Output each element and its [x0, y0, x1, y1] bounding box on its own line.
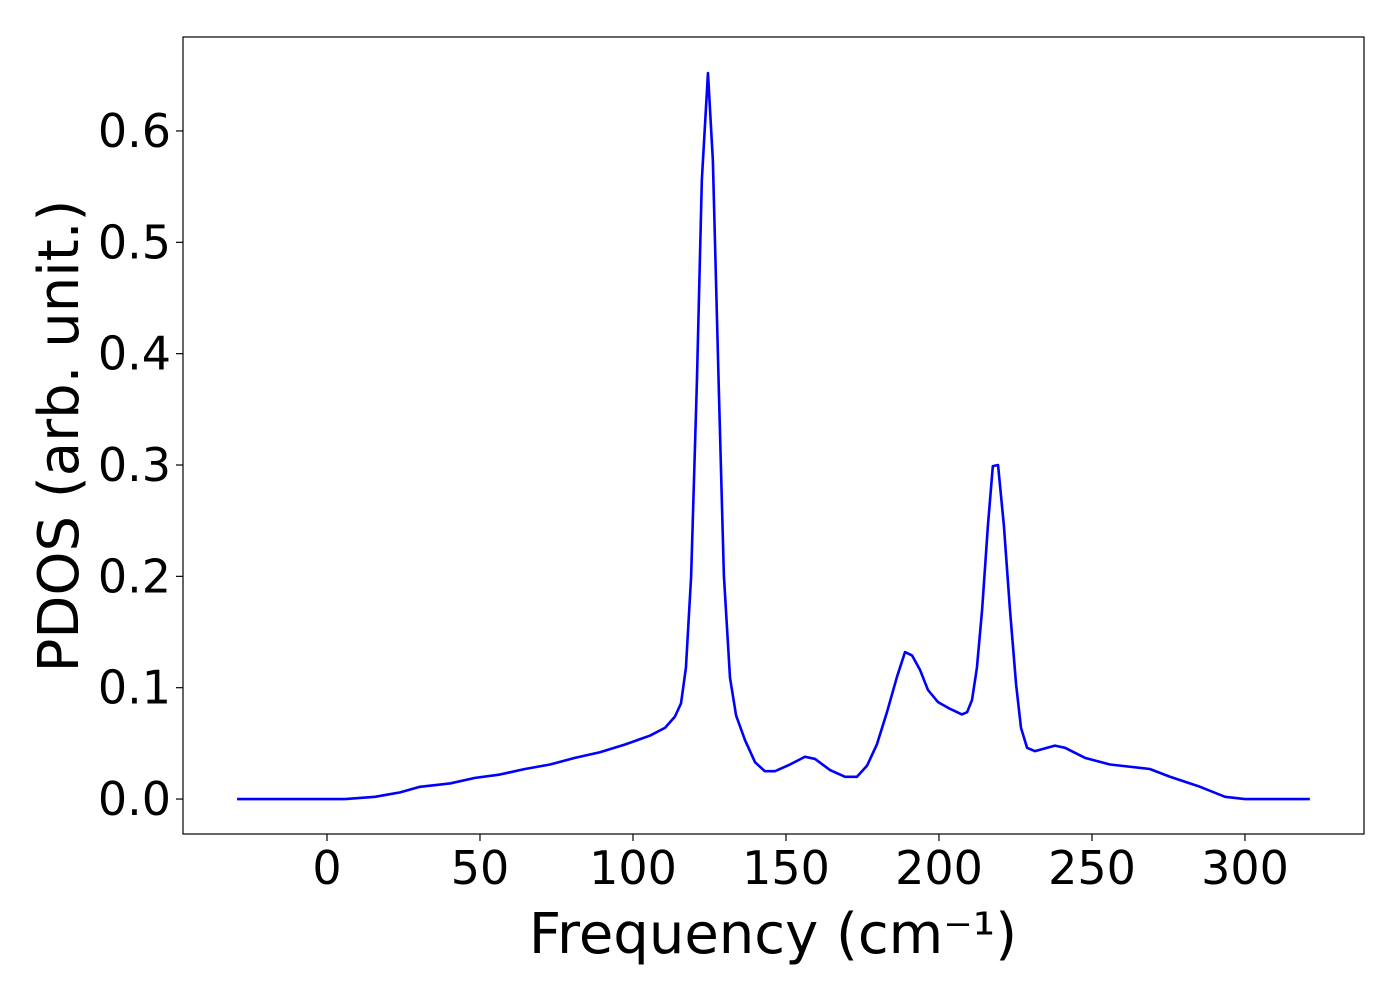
x-tick-label: 0 [312, 841, 341, 895]
y-tick-label: 0.1 [98, 661, 171, 715]
x-tick-label: 250 [1048, 841, 1136, 895]
x-tick-label: 300 [1201, 841, 1289, 895]
y-tick-label: 0.0 [98, 772, 171, 826]
y-tick-label: 0.6 [98, 104, 171, 158]
x-tick-label: 50 [451, 841, 510, 895]
x-tick-label: 100 [589, 841, 677, 895]
y-tick-label: 0.4 [98, 327, 171, 381]
y-tick-label: 0.5 [98, 215, 171, 269]
y-axis-label: PDOS (arb. unit.) [27, 200, 92, 673]
x-axis-label: Frequency (cm⁻¹) [529, 902, 1017, 967]
plot-frame [182, 36, 1365, 835]
y-tick-label: 0.2 [98, 549, 171, 603]
y-tick-label: 0.3 [98, 438, 171, 492]
x-tick-label: 200 [895, 841, 983, 895]
x-tick-label: 150 [742, 841, 830, 895]
data-line [237, 71, 1310, 801]
